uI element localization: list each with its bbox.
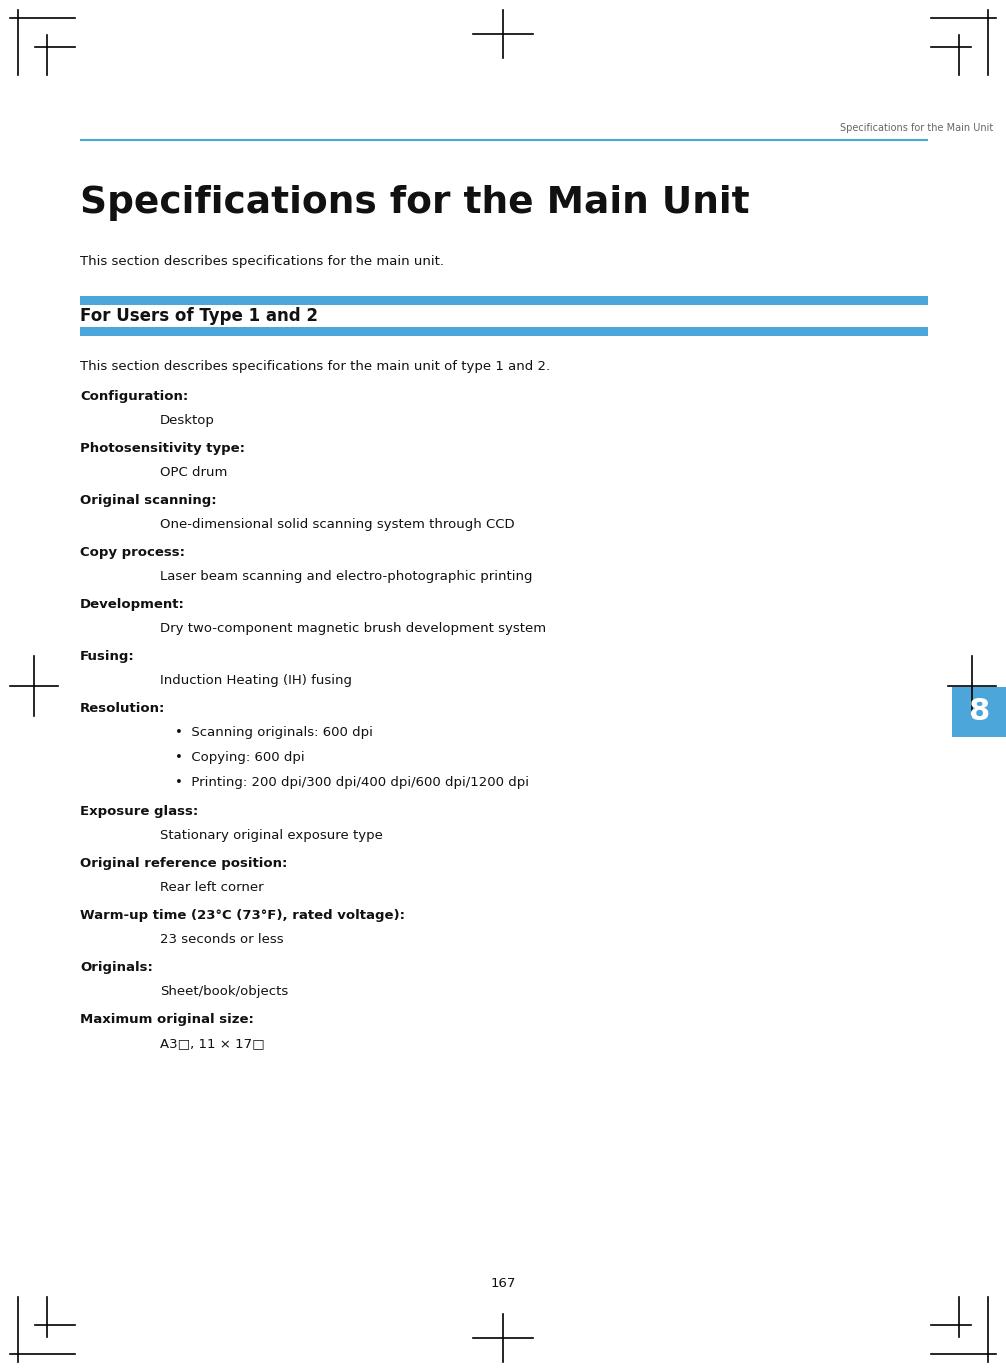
Text: Rear left corner: Rear left corner bbox=[160, 881, 264, 895]
Bar bbox=[952, 687, 1006, 737]
Text: Development:: Development: bbox=[80, 598, 185, 611]
Text: •  Scanning originals: 600 dpi: • Scanning originals: 600 dpi bbox=[175, 726, 373, 740]
Text: Maximum original size:: Maximum original size: bbox=[80, 1013, 254, 1026]
Text: Desktop: Desktop bbox=[160, 414, 215, 427]
Text: Laser beam scanning and electro-photographic printing: Laser beam scanning and electro-photogra… bbox=[160, 569, 532, 583]
Text: Specifications for the Main Unit: Specifications for the Main Unit bbox=[80, 185, 749, 221]
Text: Exposure glass:: Exposure glass: bbox=[80, 805, 198, 818]
Text: •  Copying: 600 dpi: • Copying: 600 dpi bbox=[175, 750, 305, 764]
Text: A3□, 11 × 17□: A3□, 11 × 17□ bbox=[160, 1037, 265, 1050]
Text: Dry two-component magnetic brush development system: Dry two-component magnetic brush develop… bbox=[160, 622, 546, 635]
Bar bbox=[80, 296, 928, 305]
Text: 167: 167 bbox=[490, 1277, 516, 1290]
Text: Original reference position:: Original reference position: bbox=[80, 858, 288, 870]
Text: Specifications for the Main Unit: Specifications for the Main Unit bbox=[840, 123, 993, 133]
Text: This section describes specifications for the main unit.: This section describes specifications fo… bbox=[80, 255, 444, 268]
Text: This section describes specifications for the main unit of type 1 and 2.: This section describes specifications fo… bbox=[80, 359, 550, 373]
Text: Photosensitivity type:: Photosensitivity type: bbox=[80, 442, 245, 456]
Text: •  Printing: 200 dpi/300 dpi/400 dpi/600 dpi/1200 dpi: • Printing: 200 dpi/300 dpi/400 dpi/600 … bbox=[175, 777, 529, 789]
Text: 23 seconds or less: 23 seconds or less bbox=[160, 933, 284, 947]
Text: Stationary original exposure type: Stationary original exposure type bbox=[160, 829, 383, 842]
Text: Configuration:: Configuration: bbox=[80, 390, 188, 403]
Text: Induction Heating (IH) fusing: Induction Heating (IH) fusing bbox=[160, 674, 352, 687]
Text: Sheet/book/objects: Sheet/book/objects bbox=[160, 985, 289, 997]
Text: For Users of Type 1 and 2: For Users of Type 1 and 2 bbox=[80, 307, 318, 325]
Text: Original scanning:: Original scanning: bbox=[80, 494, 216, 508]
Text: Resolution:: Resolution: bbox=[80, 702, 165, 715]
Text: Fusing:: Fusing: bbox=[80, 650, 135, 663]
Text: Originals:: Originals: bbox=[80, 960, 153, 974]
Text: Warm-up time (23°C (73°F), rated voltage):: Warm-up time (23°C (73°F), rated voltage… bbox=[80, 910, 405, 922]
Text: 8: 8 bbox=[969, 697, 990, 727]
Text: One-dimensional solid scanning system through CCD: One-dimensional solid scanning system th… bbox=[160, 519, 515, 531]
Bar bbox=[80, 327, 928, 336]
Text: Copy process:: Copy process: bbox=[80, 546, 185, 558]
Text: OPC drum: OPC drum bbox=[160, 466, 227, 479]
